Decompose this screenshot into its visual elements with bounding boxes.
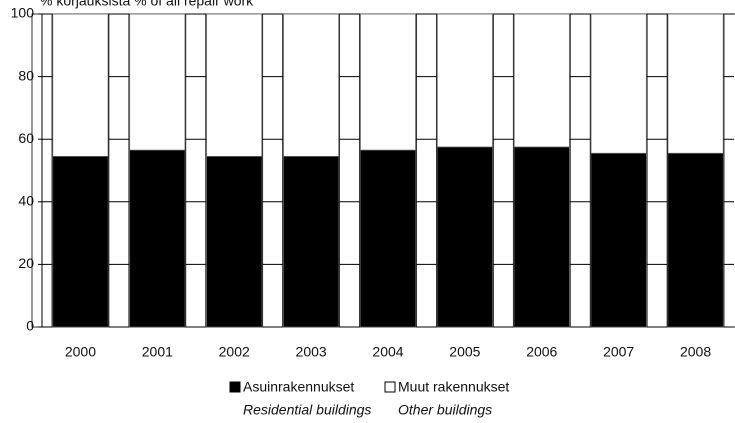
legend-label: Muut rakennukset xyxy=(398,379,509,395)
x-tick-label: 2001 xyxy=(142,344,173,360)
x-tick-label: 2002 xyxy=(219,344,250,360)
x-tick-label: 2007 xyxy=(603,344,634,360)
bar-segment xyxy=(513,13,570,148)
bar-segment xyxy=(590,13,647,154)
gap-strip xyxy=(723,13,735,328)
y-axis-label: % korjauksista % of all repair work xyxy=(40,0,254,9)
bar-segment xyxy=(513,146,570,328)
gap-strip xyxy=(492,13,514,328)
bar-segment xyxy=(129,13,186,151)
legend-swatch xyxy=(384,381,396,393)
bar-segment xyxy=(667,152,724,328)
bar-segment xyxy=(590,152,647,328)
x-tick-label: 2008 xyxy=(680,344,711,360)
y-tick-label: 20 xyxy=(18,255,34,271)
x-tick-label: 2006 xyxy=(526,344,557,360)
bar-segment xyxy=(359,149,417,328)
bar-segment xyxy=(206,156,263,328)
bar-segment xyxy=(52,156,109,328)
gap-strip xyxy=(416,13,437,328)
gap-strip xyxy=(646,13,668,328)
bar-segment xyxy=(52,13,109,157)
y-tick-label: 80 xyxy=(18,67,34,83)
bar-segment xyxy=(359,13,417,151)
gap-strip xyxy=(569,13,591,328)
bar-segment xyxy=(283,156,340,328)
bar-segment xyxy=(436,146,493,328)
y-tick-label: 40 xyxy=(18,193,34,209)
y-tick-label: 0 xyxy=(26,318,34,334)
bar-segment xyxy=(667,13,724,154)
gap-strip xyxy=(108,13,130,328)
y-tick-label: 100 xyxy=(11,5,35,21)
x-tick-label: 2003 xyxy=(296,344,327,360)
legend-label: Asuinrakennukset xyxy=(243,379,354,395)
x-tick-label: 2005 xyxy=(449,344,480,360)
legend-swatch xyxy=(229,381,241,393)
legend-label-en: Residential buildings xyxy=(243,402,371,418)
bar-segment xyxy=(283,13,340,157)
y-tick-label: 60 xyxy=(18,130,34,146)
bar-segment xyxy=(436,13,493,148)
gap-strip xyxy=(262,13,284,328)
x-tick-label: 2004 xyxy=(372,344,403,360)
gap-strip xyxy=(185,13,207,328)
bar-segment xyxy=(129,149,186,328)
gap-strip xyxy=(339,13,360,328)
bar-segment xyxy=(206,13,263,157)
x-tick-label: 2000 xyxy=(65,344,96,360)
legend-label-en: Other buildings xyxy=(398,402,492,418)
